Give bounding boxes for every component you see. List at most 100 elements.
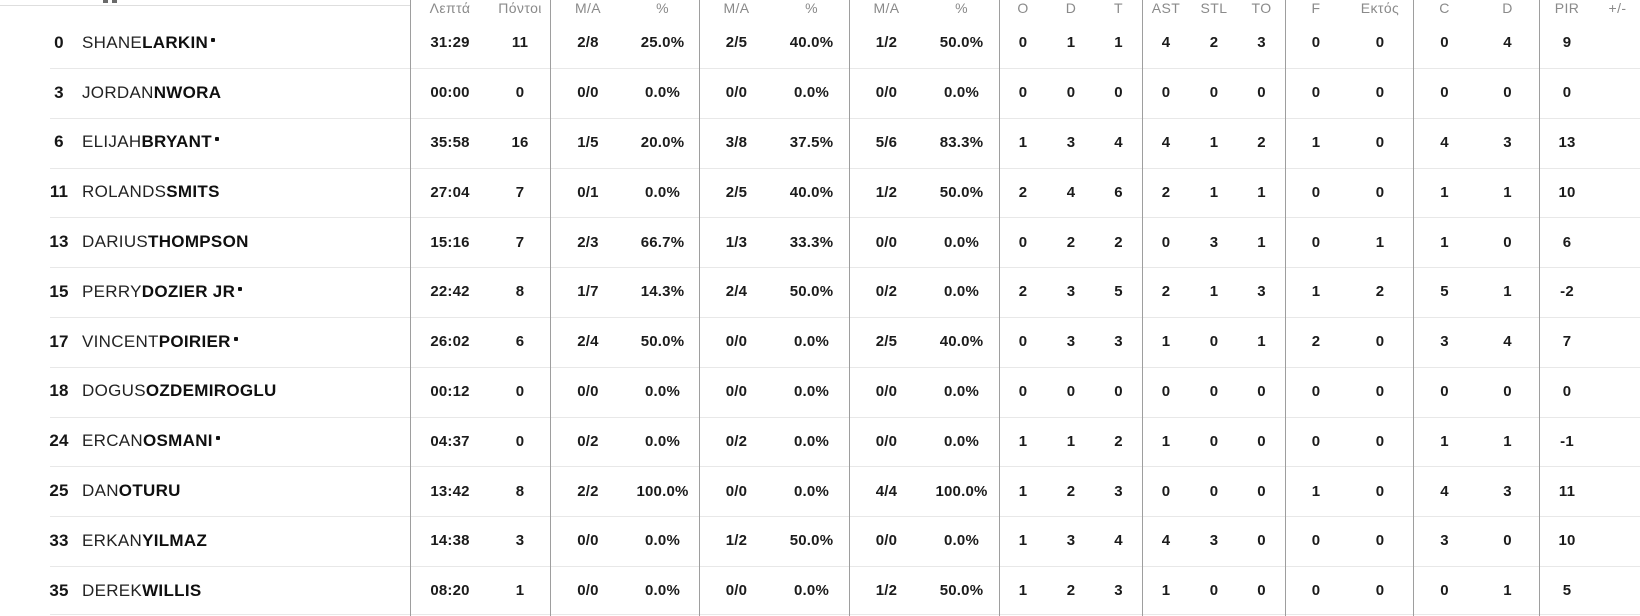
row-separator bbox=[50, 68, 1640, 69]
player-cell[interactable]: 15 PERRYDOZIER JR bbox=[0, 267, 410, 317]
col-header-pir: PIR bbox=[1554, 0, 1580, 16]
stat-2pt-ma: 0/0 bbox=[577, 532, 599, 550]
stat-3pt-ma: 0/0 bbox=[725, 582, 748, 600]
column-divider bbox=[550, 0, 551, 616]
col-header-blocks-f: F bbox=[1311, 0, 1321, 16]
stat-ft-ma: 4/4 bbox=[875, 482, 898, 500]
row-separator bbox=[50, 566, 1640, 567]
stat-fouls-c: 5 bbox=[1440, 283, 1449, 301]
stat-ft-pct: 0.0% bbox=[944, 283, 979, 301]
stat-ft-ma: 1/2 bbox=[875, 183, 898, 201]
stat-3pt-pct: 0.0% bbox=[794, 333, 829, 351]
stat-2pt-ma: 0/0 bbox=[577, 582, 599, 600]
stat-reb-d: 0 bbox=[1066, 84, 1076, 102]
stat-minutes: 26:02 bbox=[430, 333, 470, 351]
col-header-points: Πόντοι bbox=[498, 0, 542, 16]
column-divider bbox=[1142, 0, 1143, 616]
stat-3pt-ma: 0/0 bbox=[725, 333, 748, 351]
stat-2pt-ma: 2/4 bbox=[577, 333, 599, 351]
stat-stl: 0 bbox=[1209, 482, 1219, 500]
stat-pir: 13 bbox=[1558, 133, 1576, 151]
stat-2pt-pct: 25.0% bbox=[640, 34, 685, 52]
jersey-number: 6 bbox=[54, 132, 64, 152]
stat-plus-minus bbox=[1595, 167, 1640, 217]
stat-pir: 9 bbox=[1562, 34, 1572, 52]
stat-reb-o: 2 bbox=[1018, 283, 1028, 301]
stat-reb-o: 1 bbox=[1018, 432, 1028, 450]
row-separator bbox=[50, 417, 1640, 418]
player-cell[interactable]: 17 VINCENTPOIRIER bbox=[0, 317, 410, 367]
col-header-player bbox=[0, 0, 410, 18]
jersey-number: 3 bbox=[54, 82, 64, 102]
jersey-number: 33 bbox=[49, 530, 69, 550]
stat-ft-ma: 0/0 bbox=[875, 532, 898, 550]
stat-minutes: 31:29 bbox=[430, 34, 470, 52]
col-header-fouls-c: C bbox=[1439, 0, 1450, 16]
player-first-name: PERRY bbox=[82, 281, 142, 301]
row-separator bbox=[50, 466, 1640, 467]
row-separator bbox=[50, 516, 1640, 517]
stat-ast: 0 bbox=[1161, 382, 1171, 400]
stat-blocks-f: 1 bbox=[1311, 283, 1321, 301]
stat-2pt-ma: 0/2 bbox=[577, 432, 599, 450]
stat-ft-pct: 50.0% bbox=[939, 183, 984, 201]
jersey-number: 15 bbox=[49, 281, 69, 301]
stat-points: 7 bbox=[515, 233, 525, 251]
stat-minutes: 14:38 bbox=[430, 532, 470, 550]
player-cell[interactable]: 6 ELIJAHBRYANT bbox=[0, 118, 410, 168]
stat-plus-minus bbox=[1595, 317, 1640, 367]
player-cell[interactable]: 24 ERCANOSMANI bbox=[0, 416, 410, 466]
player-cell[interactable]: 0 SHANELARKIN bbox=[0, 18, 410, 68]
stat-blocks-f: 0 bbox=[1311, 582, 1321, 600]
player-row: 17 VINCENTPOIRIER 26:02 6 2/4 50.0% 0/0 0… bbox=[0, 317, 1640, 367]
stat-reb-t: 2 bbox=[1114, 233, 1123, 251]
col-header-reb-t: T bbox=[1114, 0, 1123, 16]
stat-reb-d: 3 bbox=[1066, 333, 1076, 351]
player-cell[interactable]: 25 DANOTURU bbox=[0, 466, 410, 516]
player-cell[interactable]: 33 ERKANYILMAZ bbox=[0, 516, 410, 566]
stat-stl: 1 bbox=[1209, 283, 1219, 301]
stat-fouls-d: 0 bbox=[1503, 84, 1512, 102]
stat-points: 0 bbox=[515, 84, 525, 102]
player-cell[interactable]: 35 DEREKWILLIS bbox=[0, 566, 410, 616]
stat-stl: 3 bbox=[1209, 233, 1219, 251]
stat-pir: 10 bbox=[1558, 183, 1576, 201]
stat-reb-o: 1 bbox=[1018, 582, 1028, 600]
stat-to: 0 bbox=[1257, 432, 1266, 450]
col-header-fouls-d: D bbox=[1502, 0, 1513, 16]
player-first-name: DAN bbox=[82, 481, 119, 501]
stat-stl: 0 bbox=[1209, 582, 1219, 600]
stat-ast: 4 bbox=[1161, 34, 1171, 52]
stat-blocks-ektos: 0 bbox=[1375, 133, 1385, 151]
stat-fouls-d: 1 bbox=[1503, 582, 1512, 600]
stat-ast: 4 bbox=[1161, 532, 1171, 550]
column-divider bbox=[1539, 0, 1540, 616]
stat-ft-ma: 1/2 bbox=[875, 34, 898, 52]
stat-points: 6 bbox=[515, 333, 525, 351]
stat-points: 11 bbox=[511, 34, 529, 52]
stat-3pt-ma: 0/0 bbox=[725, 482, 748, 500]
player-cell[interactable]: 3 JORDANNWORA bbox=[0, 68, 410, 118]
stat-reb-d: 0 bbox=[1066, 382, 1076, 400]
stat-to: 3 bbox=[1257, 34, 1266, 52]
stat-reb-t: 1 bbox=[1114, 34, 1123, 52]
stat-blocks-ektos: 0 bbox=[1375, 333, 1385, 351]
player-cell[interactable]: 18 DOGUSOZDEMIROGLU bbox=[0, 367, 410, 417]
stat-fouls-c: 1 bbox=[1440, 233, 1449, 251]
stat-blocks-ektos: 0 bbox=[1375, 582, 1385, 600]
stat-reb-t: 0 bbox=[1114, 84, 1123, 102]
player-cell[interactable]: 13 DARIUSTHOMPSON bbox=[0, 217, 410, 267]
player-last-name: LARKIN bbox=[142, 32, 209, 52]
stat-2pt-ma: 0/0 bbox=[577, 84, 599, 102]
stat-fouls-d: 1 bbox=[1503, 283, 1512, 301]
column-divider bbox=[699, 0, 700, 616]
stat-ast: 0 bbox=[1161, 84, 1171, 102]
stat-fouls-c: 1 bbox=[1440, 432, 1449, 450]
jersey-number: 25 bbox=[49, 481, 69, 501]
stat-reb-d: 3 bbox=[1066, 532, 1076, 550]
stat-reb-t: 6 bbox=[1114, 183, 1123, 201]
player-cell[interactable]: 11 ROLANDSSMITS bbox=[0, 167, 410, 217]
stat-stl: 0 bbox=[1209, 333, 1219, 351]
column-divider bbox=[1285, 0, 1286, 616]
col-header-stl: STL bbox=[1200, 0, 1228, 16]
